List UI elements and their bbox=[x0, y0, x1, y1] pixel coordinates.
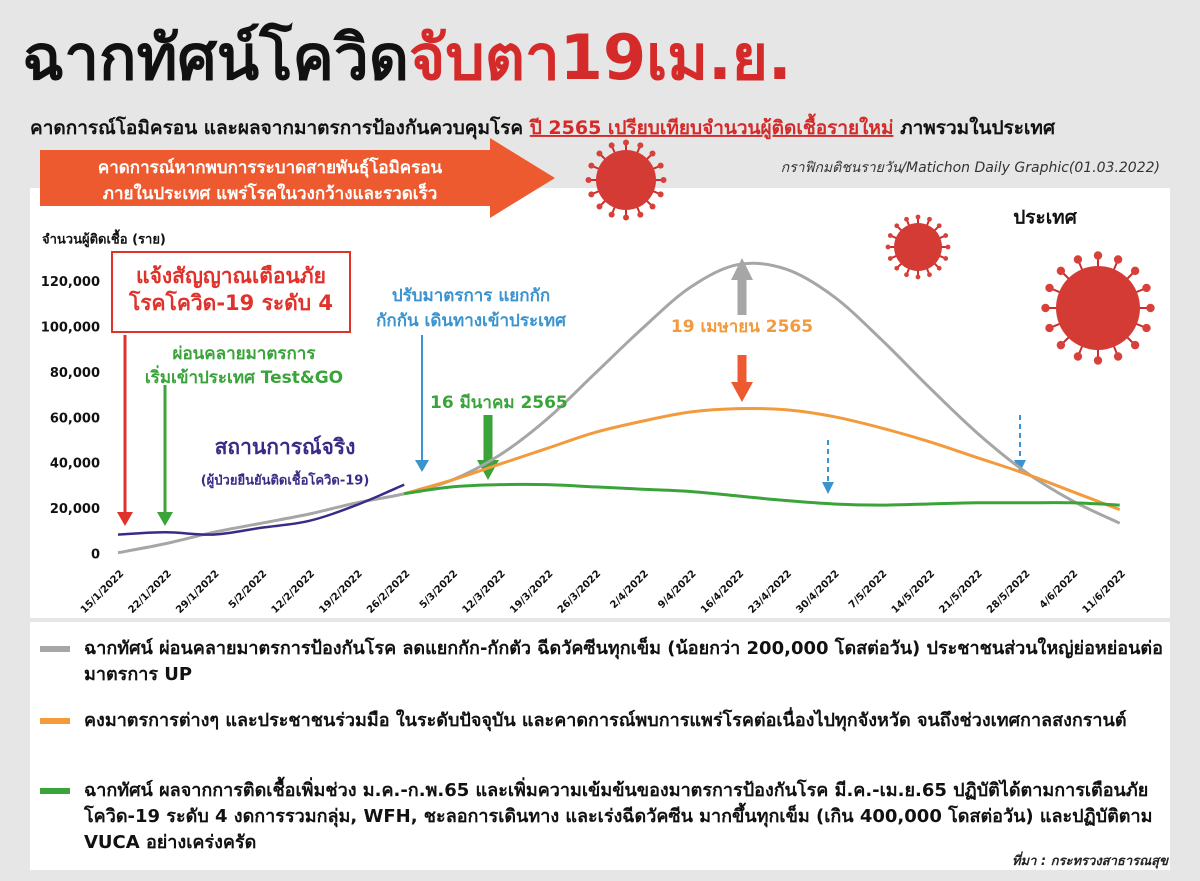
series-line bbox=[403, 482, 1120, 507]
virus-knob bbox=[894, 265, 900, 271]
virus-knob bbox=[1045, 283, 1054, 293]
legend-text: ฉากทัศน์ ผ่อนคลายมาตรการป้องกันโรค ลดแยก… bbox=[84, 638, 1163, 685]
y-tick-label: 80,000 bbox=[50, 366, 100, 381]
virus-knob bbox=[1093, 356, 1103, 365]
annotation: แจ้งสัญญาณเตือนภัย bbox=[136, 264, 326, 289]
virus-knob bbox=[887, 233, 893, 238]
subtitle-part: คาดการณ์โอมิครอน และผลจากมาตรการป้องกันค… bbox=[30, 116, 530, 140]
series-label: สถานการณ์จริง bbox=[215, 435, 356, 459]
y-tick-label: 20,000 bbox=[50, 502, 100, 517]
virus-knob bbox=[915, 214, 921, 220]
virus-knob bbox=[588, 162, 595, 169]
annotation: 19 เมษายน 2565 bbox=[671, 317, 813, 337]
banner-arrow bbox=[40, 138, 555, 218]
virus-knob bbox=[915, 274, 921, 280]
virus-knob bbox=[927, 272, 932, 278]
virus-body bbox=[596, 150, 656, 210]
virus-knob bbox=[649, 150, 656, 157]
virus-knob bbox=[936, 265, 942, 271]
banner-text: ภายในประเทศ แพร่โรคในวงกว้างและรวดเร็ว bbox=[103, 181, 438, 204]
series-line bbox=[403, 406, 1121, 512]
virus-knob bbox=[1056, 266, 1066, 276]
y-tick-label: 0 bbox=[91, 548, 100, 563]
y-axis-label: จำนวนผู้ติดเชื้อ (ราย) bbox=[42, 229, 166, 248]
virus-knob bbox=[887, 256, 893, 261]
source: ที่มา : กระทรวงสาธารณสุข bbox=[1011, 854, 1168, 869]
virus-knob bbox=[904, 272, 909, 278]
virus-body bbox=[894, 223, 942, 271]
legend-panel bbox=[30, 622, 1170, 870]
virus-knob bbox=[885, 244, 891, 250]
legend-swatch bbox=[40, 788, 70, 794]
annotation: ผ่อนคลายมาตรการ bbox=[173, 344, 317, 364]
virus-knob bbox=[649, 203, 656, 210]
virus-knob bbox=[1130, 340, 1140, 350]
virus-knob bbox=[943, 256, 949, 261]
alert-box bbox=[111, 251, 351, 333]
virus-knob bbox=[623, 214, 629, 221]
virus-knob bbox=[1045, 323, 1054, 333]
legend-text: คงมาตรการต่างๆ และประชาชนร่วมมือ ในระดับ… bbox=[84, 710, 1127, 731]
title-part: จับตา19เม.ย. bbox=[409, 21, 792, 94]
virus-knob bbox=[637, 142, 644, 149]
region-label: ประเทศ bbox=[1013, 207, 1077, 229]
virus-body bbox=[1056, 266, 1140, 350]
series-line bbox=[117, 261, 1121, 555]
virus-knob bbox=[608, 142, 615, 149]
virus-knob bbox=[1073, 255, 1083, 264]
title-part: ฉากทัศน์โควิด bbox=[22, 21, 409, 94]
virus-knob bbox=[585, 177, 592, 183]
virus-knob bbox=[657, 191, 664, 198]
annotation: กักกัน เดินทางเข้าประเทศ bbox=[376, 311, 567, 331]
virus-knob bbox=[1113, 255, 1123, 264]
virus-knob bbox=[623, 139, 629, 146]
title: ฉากทัศน์โควิดจับตา19เม.ย. bbox=[22, 21, 792, 94]
annotation: โรคโควิด-19 ระดับ 4 bbox=[128, 290, 333, 315]
annotation-arrows bbox=[117, 258, 1026, 526]
virus-knob bbox=[1146, 303, 1155, 313]
virus-knob bbox=[588, 191, 595, 198]
virus-icons bbox=[585, 139, 1155, 365]
virus-knob bbox=[1130, 266, 1140, 276]
virus-knob bbox=[945, 244, 951, 250]
legend-text: ฉากทัศน์ ผลจากการติดเชื้อเพิ่มช่วง ม.ค.-… bbox=[84, 780, 1153, 853]
subtitle-part: ปี 2565 เปรียบเทียบจำนวนผู้ติดเชื้อรายให… bbox=[529, 113, 894, 140]
y-tick-label: 40,000 bbox=[50, 457, 100, 472]
virus-knob bbox=[894, 223, 900, 229]
subtitle-part: ภาพรวมในประเทศ bbox=[893, 116, 1055, 139]
virus-knob bbox=[936, 223, 942, 229]
banner-text: คาดการณ์หากพบการระบาดสายพันธุ์โอมิครอน bbox=[98, 157, 443, 178]
virus-knob bbox=[904, 216, 909, 222]
legend-swatch bbox=[40, 718, 70, 724]
virus-knob bbox=[927, 216, 932, 222]
virus-knob bbox=[660, 177, 667, 183]
virus-knob bbox=[1093, 251, 1103, 260]
virus-knob bbox=[637, 211, 644, 218]
virus-knob bbox=[596, 203, 603, 210]
annotation: เริ่มเข้าประเทศ Test&GO bbox=[145, 365, 343, 388]
legend-swatch bbox=[40, 646, 70, 652]
virus-knob bbox=[1056, 340, 1066, 350]
y-tick-label: 60,000 bbox=[50, 411, 100, 426]
virus-knob bbox=[943, 233, 949, 238]
virus-knob bbox=[1073, 352, 1083, 361]
annotation: (ผู้ป่วยยืนยันติดเชื้อโควิด-19) bbox=[201, 470, 370, 489]
annotation: ปรับมาตรการ แยกกัก bbox=[392, 286, 550, 306]
virus-knob bbox=[596, 150, 603, 157]
virus-knob bbox=[608, 211, 615, 218]
subtitle: คาดการณ์โอมิครอน และผลจากมาตรการป้องกันค… bbox=[30, 113, 1056, 140]
virus-knob bbox=[1142, 323, 1151, 333]
virus-knob bbox=[1142, 283, 1151, 293]
y-tick-label: 120,000 bbox=[41, 275, 100, 290]
virus-knob bbox=[1041, 303, 1050, 313]
virus-knob bbox=[657, 162, 664, 169]
annotation: 16 มีนาคม 2565 bbox=[430, 392, 568, 413]
series-line bbox=[117, 483, 405, 536]
y-tick-label: 100,000 bbox=[41, 321, 100, 336]
credit: กราฟิกมติชนรายวัน/Matichon Daily Graphic… bbox=[781, 160, 1160, 176]
virus-knob bbox=[1113, 352, 1123, 361]
